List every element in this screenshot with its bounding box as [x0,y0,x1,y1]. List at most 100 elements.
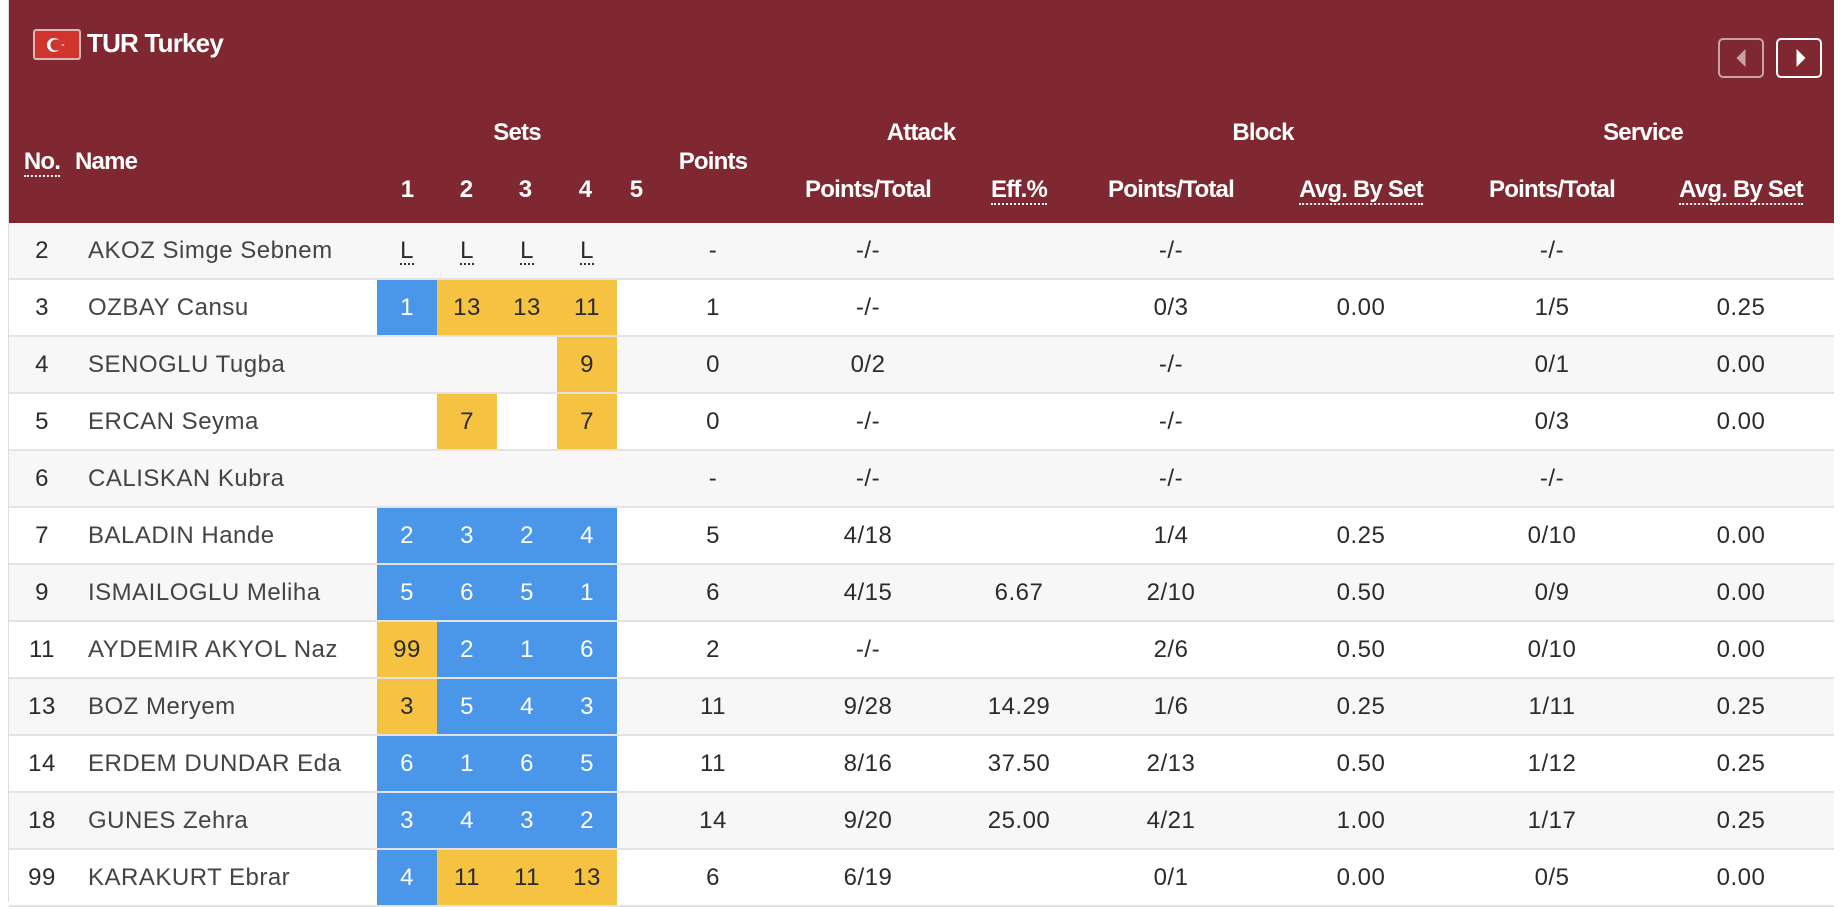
player-points: 6 [706,579,720,606]
set-3-cell: L [497,223,557,278]
next-button[interactable] [1776,38,1822,78]
set-4-cell: 6 [557,622,617,677]
set-4-cell: 9 [557,337,617,392]
player-name: CALISKAN Kubra [88,465,285,492]
header-service-avg: Avg. By Set [1679,176,1804,205]
service-avg-by-set: 0.00 [1716,522,1766,549]
player-name: AYDEMIR AKYOL Naz [88,636,338,663]
attack-points-total: 4/18 [843,522,893,549]
set-5-cell [617,679,657,734]
set-2-cell: 11 [437,850,497,905]
table-row: 13 BOZ Meryem 11 9/28 14.29 1/6 0.25 1/11 0.25 3 5… [9,679,1834,736]
team-title: TUR Turkey [87,28,224,58]
service-points-total: -/- [1539,237,1565,264]
table-row: 9 ISMAILOGLU Meliha 6 4/15 6.67 2/10 0.50 0/9 0.… [9,565,1834,622]
header-set-5: 5 [629,176,643,203]
set-4-cell: 3 [557,679,617,734]
set-4-cell: 13 [557,850,617,905]
attack-points-total: -/- [855,408,881,435]
set-4-cell [557,451,617,506]
set-1-cell: 3 [377,679,437,734]
set-1-cell [377,394,437,449]
player-number: 99 [28,864,56,891]
service-points-total: 1/17 [1527,807,1577,834]
player-name: OZBAY Cansu [88,294,249,321]
table-row: 7 BALADIN Hande 5 4/18 1/4 0.25 0/10 0.00 2 3 2 4 [9,508,1834,565]
attack-efficiency [967,280,1071,335]
set-2-cell: 1 [437,736,497,791]
player-name: GUNES Zehra [88,807,249,834]
player-points: 6 [706,864,720,891]
attack-points-total: 6/19 [843,864,893,891]
libero-marker: L [460,237,474,265]
set-3-cell: 6 [497,736,557,791]
set-1-cell: 1 [377,280,437,335]
set-5-cell [617,394,657,449]
chevron-right-icon [1796,49,1806,67]
table-row: 6 CALISKAN Kubra - -/- -/- -/- [9,451,1834,508]
player-points: 14 [699,807,727,834]
chevron-left-icon [1736,49,1746,67]
set-1-cell: 99 [377,622,437,677]
set-3-cell [497,451,557,506]
table-row: 99 KARAKURT Ebrar 6 6/19 0/1 0.00 0/5 0.00 4 11 11… [9,850,1834,907]
set-4-cell: 11 [557,280,617,335]
attack-points-total: 0/2 [850,351,886,378]
player-points: 2 [706,636,720,663]
set-4-cell: 2 [557,793,617,848]
set-5-cell [617,622,657,677]
player-name: BOZ Meryem [88,693,236,720]
attack-efficiency [967,223,1071,278]
set-1-cell: 2 [377,508,437,563]
service-points-total: 0/10 [1527,636,1577,663]
set-2-cell: 5 [437,679,497,734]
header-name: Name [75,148,138,175]
service-avg-by-set: 0.25 [1716,750,1766,777]
player-name: AKOZ Simge Sebnem [88,237,333,264]
block-avg-by-set: 0.50 [1336,750,1386,777]
set-5-cell [617,508,657,563]
set-2-cell: 13 [437,280,497,335]
attack-efficiency: 37.50 [987,750,1051,777]
service-points-total: 0/1 [1534,351,1570,378]
service-avg-by-set [1653,223,1829,278]
player-points: 0 [706,408,720,435]
player-points: 11 [700,750,726,777]
prev-button[interactable] [1718,38,1764,78]
set-4-cell: 1 [557,565,617,620]
header-service-avg-label: Avg. By Set [1679,176,1804,205]
block-points-total: -/- [1158,408,1184,435]
service-avg-by-set: 0.25 [1716,294,1766,321]
set-1-cell: 4 [377,850,437,905]
set-2-cell [437,337,497,392]
player-number: 18 [28,807,56,834]
player-number: 5 [35,408,49,435]
attack-points-total: -/- [855,294,881,321]
table-row: 5 ERCAN Seyma 0 -/- -/- 0/3 0.00 7 7 [9,394,1834,451]
block-avg-by-set: 0.00 [1336,864,1386,891]
set-1-cell: L [377,223,437,278]
player-table-body: 2 AKOZ Simge Sebnem - -/- -/- -/- L L L L 3 OZBAY C… [9,223,1834,907]
header-no: No. [23,148,61,177]
attack-points-total: -/- [855,636,881,663]
set-5-cell [617,280,657,335]
set-3-cell: 4 [497,679,557,734]
set-2-cell: 2 [437,622,497,677]
service-avg-by-set [1653,451,1829,506]
table-header: TUR Turkey No. Name Sets 1 2 3 4 5 Point… [9,0,1834,223]
set-5-cell [617,736,657,791]
service-points-total: 0/5 [1534,864,1570,891]
header-attack-eff: Eff.% [990,176,1048,205]
libero-marker: L [400,237,414,265]
player-number: 2 [35,237,49,264]
service-points-total: -/- [1539,465,1565,492]
set-2-cell [437,451,497,506]
player-points: 1 [706,294,720,321]
player-number: 4 [35,351,49,378]
attack-efficiency [967,622,1071,677]
player-number: 7 [35,522,49,549]
service-avg-by-set: 0.25 [1716,807,1766,834]
attack-efficiency [967,508,1071,563]
set-3-cell: 11 [497,850,557,905]
set-4-cell: 7 [557,394,617,449]
